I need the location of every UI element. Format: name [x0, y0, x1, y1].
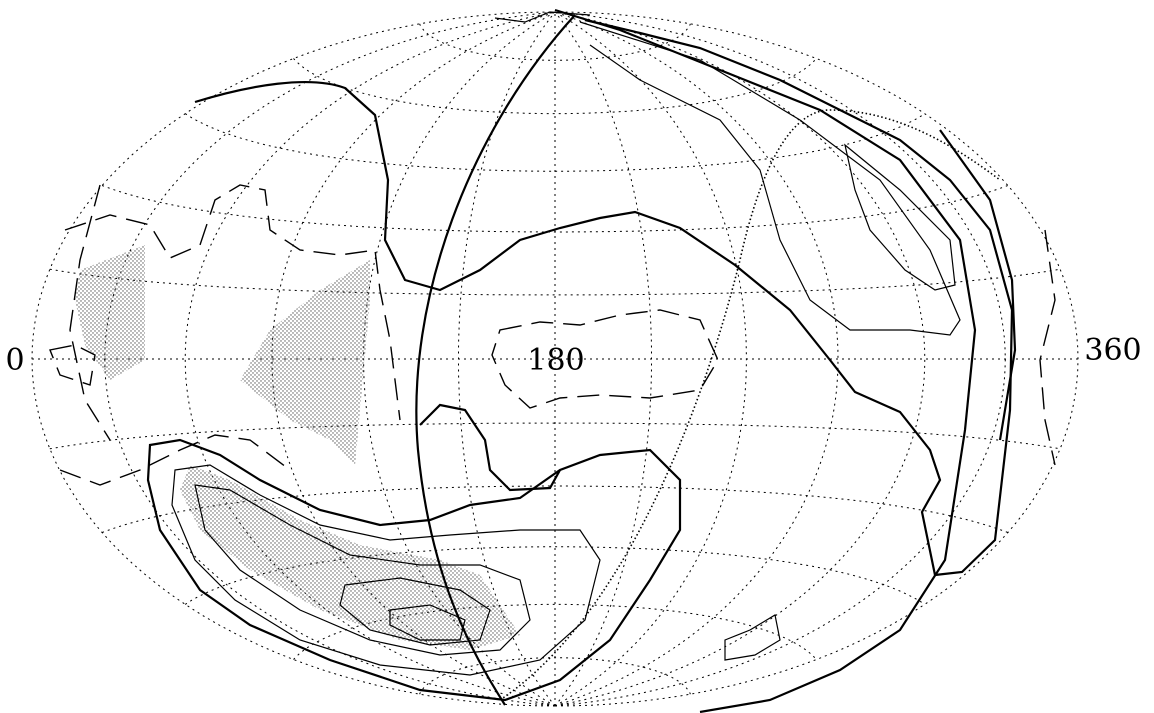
graticule-line: [293, 58, 817, 115]
contour: [1039, 229, 1056, 466]
shaded-region: [75, 245, 145, 380]
contour: [64, 184, 401, 421]
contour: [415, 14, 576, 706]
graticule-line: [101, 485, 1009, 533]
contour: [579, 21, 961, 336]
graticule-line: [104, 11, 556, 707]
contour: [939, 129, 1017, 441]
contour: [499, 109, 1001, 701]
contour: [724, 614, 781, 661]
contour: [59, 434, 291, 486]
graticule-line: [293, 603, 817, 660]
graticule-line: [49, 268, 1061, 296]
contour: [494, 11, 591, 23]
contour: [69, 184, 111, 441]
graticule-line: [184, 113, 926, 172]
graticule-line: [554, 11, 839, 707]
longitude-label: 180: [527, 343, 584, 378]
contour: [844, 143, 956, 291]
graticule-line: [554, 11, 926, 707]
graticule-line: [271, 11, 556, 707]
contour: [419, 403, 561, 492]
graticule-line: [184, 546, 926, 605]
contour: [49, 344, 96, 386]
contour: [194, 18, 1014, 577]
contour: [554, 8, 977, 713]
graticule-line: [419, 657, 691, 695]
graticule-line: [554, 11, 1006, 707]
contour: [146, 438, 682, 702]
longitude-label: 0: [5, 343, 24, 378]
contour: [194, 484, 531, 656]
graticule-line: [101, 185, 1009, 233]
graticule-line: [419, 23, 691, 61]
graticule-line: [49, 422, 1061, 450]
contour: [389, 604, 466, 641]
longitude-label: 360: [1084, 333, 1141, 368]
shaded-region: [180, 465, 520, 650]
contour: [171, 464, 601, 676]
shaded-region: [240, 260, 370, 465]
contour: [339, 577, 491, 646]
